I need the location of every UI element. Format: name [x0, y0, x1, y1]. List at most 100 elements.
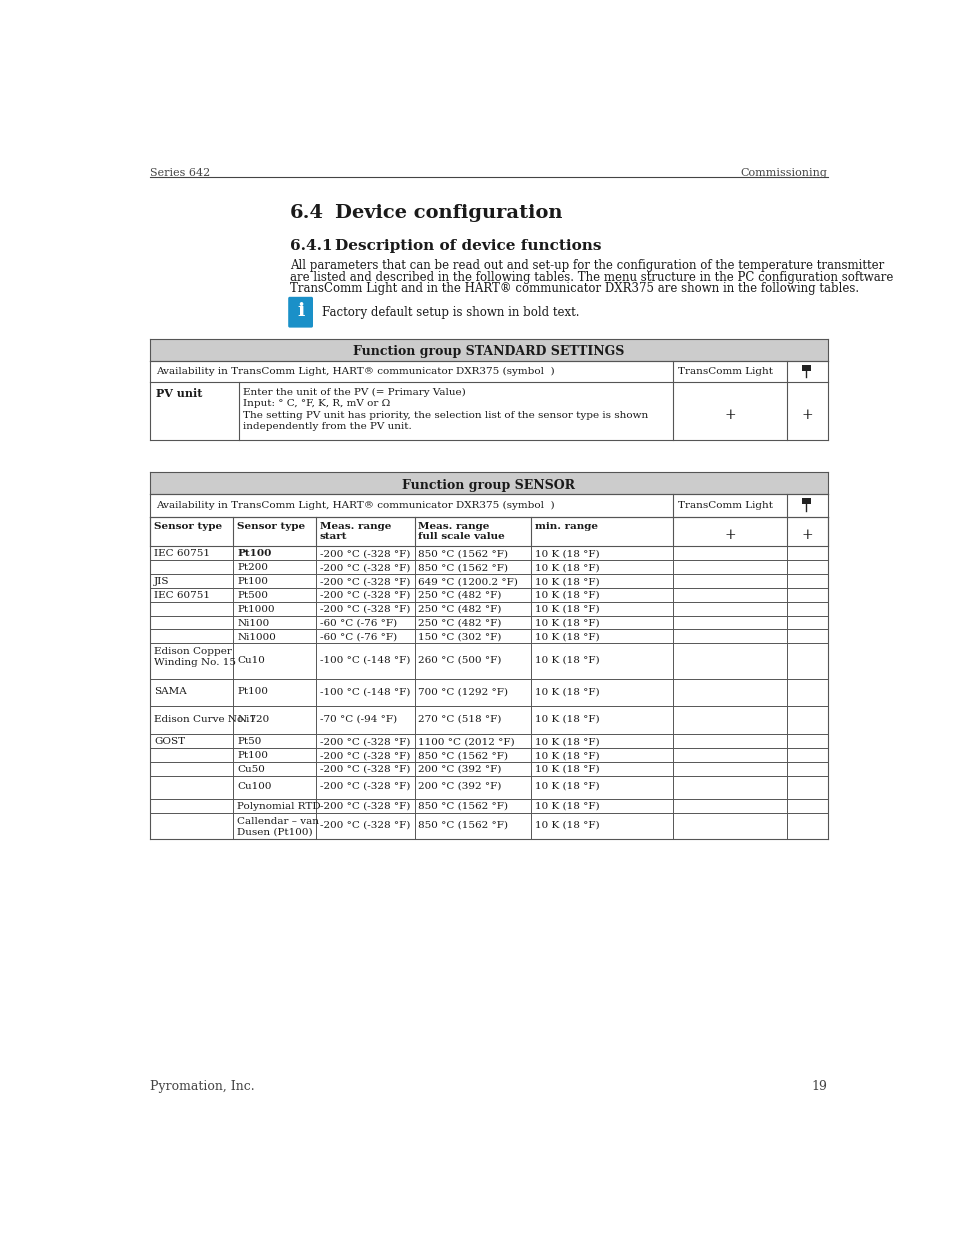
Text: Cu100: Cu100	[236, 782, 272, 790]
Text: Factory default setup is shown in bold text.: Factory default setup is shown in bold t…	[322, 306, 579, 319]
Text: 10 K (18 °F): 10 K (18 °F)	[534, 764, 598, 774]
Text: 10 K (18 °F): 10 K (18 °F)	[534, 605, 598, 614]
Text: The setting PV unit has priority, the selection list of the sensor type is shown: The setting PV unit has priority, the se…	[243, 411, 648, 420]
Text: i: i	[296, 303, 304, 320]
Text: Enter the unit of the PV (= Primary Value): Enter the unit of the PV (= Primary Valu…	[243, 388, 465, 396]
Text: Pt200: Pt200	[236, 563, 268, 572]
Text: 10 K (18 °F): 10 K (18 °F)	[534, 802, 598, 811]
Text: -60 °C (-76 °F): -60 °C (-76 °F)	[319, 632, 396, 641]
Text: Availability in TransComm Light, HART® communicator DXR375 (symbol  ): Availability in TransComm Light, HART® c…	[155, 367, 554, 375]
Text: TransComm Light and in the HART® communicator DXR375 are shown in the following : TransComm Light and in the HART® communi…	[290, 282, 858, 295]
FancyBboxPatch shape	[288, 296, 313, 327]
Bar	[150, 517, 827, 546]
Text: -200 °C (-328 °F): -200 °C (-328 °F)	[319, 751, 410, 760]
Text: Cu10: Cu10	[236, 656, 265, 664]
Text: +: +	[723, 408, 735, 422]
Bar	[801, 364, 810, 370]
Bar	[150, 615, 827, 630]
Text: Pt100: Pt100	[236, 550, 272, 558]
Text: -200 °C (-328 °F): -200 °C (-328 °F)	[319, 820, 410, 830]
Text: -200 °C (-328 °F): -200 °C (-328 °F)	[319, 592, 410, 600]
Text: 150 °C (302 °F): 150 °C (302 °F)	[418, 632, 501, 641]
Bar	[150, 679, 827, 706]
Text: 200 °C (392 °F): 200 °C (392 °F)	[418, 764, 501, 774]
Text: IEC 60751: IEC 60751	[154, 592, 210, 600]
Text: 10 K (18 °F): 10 K (18 °F)	[534, 619, 598, 627]
Text: Pyromation, Inc.: Pyromation, Inc.	[150, 1079, 254, 1093]
Text: -200 °C (-328 °F): -200 °C (-328 °F)	[319, 563, 410, 572]
Text: 10 K (18 °F): 10 K (18 °F)	[534, 550, 598, 558]
Text: 700 °C (1292 °F): 700 °C (1292 °F)	[418, 687, 508, 697]
Text: -200 °C (-328 °F): -200 °C (-328 °F)	[319, 577, 410, 587]
Text: 10 K (18 °F): 10 K (18 °F)	[534, 632, 598, 641]
Text: 850 °C (1562 °F): 850 °C (1562 °F)	[418, 563, 508, 572]
Bar	[290, 299, 311, 326]
Bar	[150, 588, 827, 601]
Text: are listed and described in the following tables. The menu structure in the PC c: are listed and described in the followin…	[290, 270, 892, 284]
Text: 10 K (18 °F): 10 K (18 °F)	[534, 737, 598, 746]
Text: Pt100: Pt100	[236, 577, 268, 587]
Text: 6.4.1: 6.4.1	[290, 240, 332, 253]
Text: -200 °C (-328 °F): -200 °C (-328 °F)	[319, 550, 410, 558]
Text: Description of device functions: Description of device functions	[335, 240, 600, 253]
Text: Pt50: Pt50	[236, 737, 261, 746]
Bar	[150, 472, 827, 494]
Text: +: +	[801, 408, 812, 422]
Text: GOST: GOST	[154, 737, 185, 746]
Text: Ni100: Ni100	[236, 619, 269, 627]
Bar	[150, 776, 827, 799]
Text: 10 K (18 °F): 10 K (18 °F)	[534, 592, 598, 600]
Text: Ni1000: Ni1000	[236, 632, 275, 641]
Text: Cu50: Cu50	[236, 764, 265, 774]
Text: Meas. range: Meas. range	[319, 521, 391, 531]
Text: 250 °C (482 °F): 250 °C (482 °F)	[418, 619, 501, 627]
Text: 1100 °C (2012 °F): 1100 °C (2012 °F)	[418, 737, 515, 746]
Text: -200 °C (-328 °F): -200 °C (-328 °F)	[319, 782, 410, 790]
Text: 250 °C (482 °F): 250 °C (482 °F)	[418, 592, 501, 600]
Text: Pt100: Pt100	[236, 687, 268, 697]
Text: 260 °C (500 °F): 260 °C (500 °F)	[418, 656, 501, 664]
Text: -200 °C (-328 °F): -200 °C (-328 °F)	[319, 605, 410, 614]
Text: TransComm Light: TransComm Light	[678, 501, 772, 510]
Text: 19: 19	[811, 1079, 827, 1093]
Bar	[150, 643, 827, 679]
Bar	[150, 813, 827, 839]
Text: Series 642: Series 642	[150, 168, 211, 178]
Text: 850 °C (1562 °F): 850 °C (1562 °F)	[418, 802, 508, 811]
Text: Edison Copper: Edison Copper	[154, 647, 232, 656]
Text: 850 °C (1562 °F): 850 °C (1562 °F)	[418, 550, 508, 558]
Text: Polynomial RTD: Polynomial RTD	[236, 802, 320, 811]
Text: Availability in TransComm Light, HART® communicator DXR375 (symbol  ): Availability in TransComm Light, HART® c…	[155, 501, 554, 510]
Text: 6.4: 6.4	[290, 204, 323, 221]
Text: 10 K (18 °F): 10 K (18 °F)	[534, 715, 598, 724]
Text: Pt100: Pt100	[236, 751, 268, 760]
Text: -60 °C (-76 °F): -60 °C (-76 °F)	[319, 619, 396, 627]
Text: start: start	[319, 532, 347, 541]
Text: Dusen (Pt100): Dusen (Pt100)	[236, 827, 313, 836]
Text: full scale value: full scale value	[418, 532, 505, 541]
Text: independently from the PV unit.: independently from the PV unit.	[243, 422, 412, 431]
Text: 10 K (18 °F): 10 K (18 °F)	[534, 687, 598, 697]
Text: 250 °C (482 °F): 250 °C (482 °F)	[418, 605, 501, 614]
Bar	[150, 361, 827, 383]
Text: PV unit: PV unit	[155, 389, 202, 399]
Text: +: +	[723, 527, 735, 542]
Text: 10 K (18 °F): 10 K (18 °F)	[534, 782, 598, 790]
Text: Edison Curve No. 7: Edison Curve No. 7	[154, 715, 256, 724]
Text: Ni120: Ni120	[236, 715, 269, 724]
Text: Meas. range: Meas. range	[418, 521, 489, 531]
Text: 270 °C (518 °F): 270 °C (518 °F)	[418, 715, 501, 724]
Text: Function group STANDARD SETTINGS: Function group STANDARD SETTINGS	[353, 346, 624, 358]
Bar	[150, 383, 827, 440]
Bar	[150, 630, 827, 643]
Bar	[150, 799, 827, 813]
Text: Input: ° C, °F, K, R, mV or Ω: Input: ° C, °F, K, R, mV or Ω	[243, 399, 390, 409]
Text: JIS: JIS	[154, 577, 170, 587]
Bar	[150, 340, 827, 361]
Text: Pt500: Pt500	[236, 592, 268, 600]
Text: -200 °C (-328 °F): -200 °C (-328 °F)	[319, 764, 410, 774]
Text: 649 °C (1200.2 °F): 649 °C (1200.2 °F)	[418, 577, 517, 587]
Bar	[150, 734, 827, 748]
Text: 10 K (18 °F): 10 K (18 °F)	[534, 563, 598, 572]
Bar	[150, 494, 827, 517]
